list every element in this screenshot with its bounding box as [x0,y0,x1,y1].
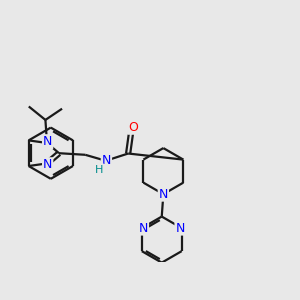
Text: H: H [95,164,103,175]
Text: O: O [128,121,138,134]
Text: N: N [176,222,185,235]
Text: N: N [43,135,52,148]
Text: N: N [139,222,148,235]
Text: N: N [159,188,168,201]
Text: N: N [102,154,111,167]
Text: N: N [43,158,52,171]
